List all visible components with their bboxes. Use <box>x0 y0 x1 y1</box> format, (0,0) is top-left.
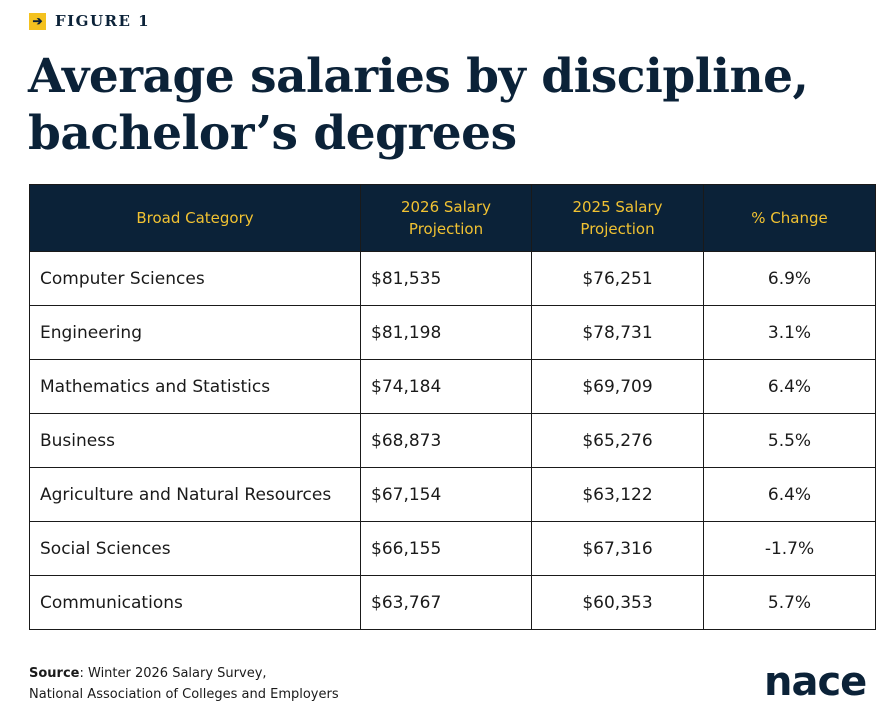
salary-2025-cell: $78,731 <box>531 305 704 360</box>
salary-2026-cell: $68,873 <box>360 413 532 468</box>
salary-2026-cell: $67,154 <box>360 467 532 522</box>
salary-2025-cell: $60,353 <box>531 575 704 630</box>
column-header: Broad Category <box>29 184 361 252</box>
source-line-2: National Association of Colleges and Emp… <box>29 687 339 702</box>
salary-2026-cell: $63,767 <box>360 575 532 630</box>
salary-2026-cell: $74,184 <box>360 359 532 414</box>
salary-2025-cell: $69,709 <box>531 359 704 414</box>
source-note: Source: Winter 2026 Salary Survey, Natio… <box>29 663 339 705</box>
percent-change-cell: -1.7% <box>703 521 876 576</box>
chart-title: Average salaries by discipline, bachelor… <box>28 48 873 162</box>
salary-table: Broad Category 2026 Salary Projection 20… <box>29 184 876 630</box>
salary-2025-cell: $67,316 <box>531 521 704 576</box>
salary-2026-cell: $66,155 <box>360 521 532 576</box>
percent-change-cell: 6.9% <box>703 251 876 306</box>
table-row: Business $68,873 $65,276 5.5% <box>29 413 876 468</box>
table-header-row: Broad Category 2026 Salary Projection 20… <box>29 184 876 252</box>
table-body: Computer Sciences $81,535 $76,251 6.9% Engin… <box>29 251 876 630</box>
percent-change-cell: 6.4% <box>703 359 876 414</box>
salary-2025-cell: $63,122 <box>531 467 704 522</box>
title-line-2: bachelor’s degrees <box>28 106 517 161</box>
source-label: Source <box>29 666 80 681</box>
category-cell: Agriculture and Natural Resources <box>29 467 361 522</box>
figure-label-text: FIGURE 1 <box>55 12 151 30</box>
category-cell: Engineering <box>29 305 361 360</box>
nace-logo: nace <box>764 659 867 705</box>
category-cell: Mathematics and Statistics <box>29 359 361 414</box>
category-cell: Social Sciences <box>29 521 361 576</box>
arrow-right-icon: ➔ <box>29 12 46 30</box>
percent-change-cell: 5.5% <box>703 413 876 468</box>
source-line-1: : Winter 2026 Salary Survey, <box>79 666 267 681</box>
table-row: Social Sciences $66,155 $67,316 -1.7% <box>29 521 876 576</box>
table-row: Mathematics and Statistics $74,184 $69,709… <box>29 359 876 414</box>
percent-change-cell: 6.4% <box>703 467 876 522</box>
column-header: % Change <box>703 184 876 252</box>
category-cell: Computer Sciences <box>29 251 361 306</box>
table-row: Computer Sciences $81,535 $76,251 6.9% <box>29 251 876 306</box>
column-header: 2025 Salary Projection <box>531 184 704 252</box>
salary-2026-cell: $81,198 <box>360 305 532 360</box>
salary-2025-cell: $65,276 <box>531 413 704 468</box>
column-header: 2026 Salary Projection <box>360 184 532 252</box>
title-line-1: Average salaries by discipline, <box>28 49 809 104</box>
percent-change-cell: 5.7% <box>703 575 876 630</box>
table-row: Communications $63,767 $60,353 5.7% <box>29 575 876 630</box>
table-row: Agriculture and Natural Resources $67,154… <box>29 467 876 522</box>
percent-change-cell: 3.1% <box>703 305 876 360</box>
category-cell: Business <box>29 413 361 468</box>
category-cell: Communications <box>29 575 361 630</box>
salary-2025-cell: $76,251 <box>531 251 704 306</box>
figure-label: ➔ FIGURE 1 <box>29 12 150 30</box>
table-row: Engineering $81,198 $78,731 3.1% <box>29 305 876 360</box>
salary-2026-cell: $81,535 <box>360 251 532 306</box>
